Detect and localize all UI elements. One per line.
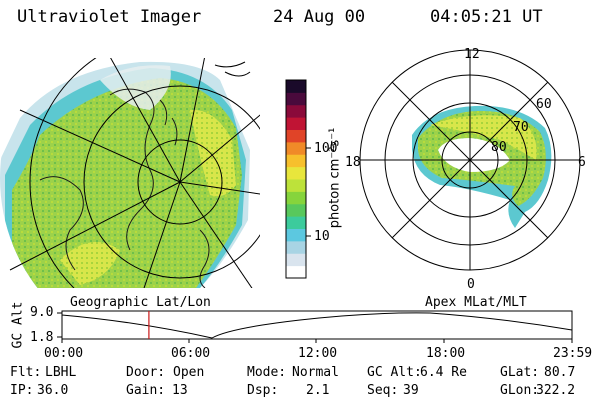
mlt-label-6: 6 [578,155,586,170]
date-label: 24 Aug 00 [273,7,366,27]
colorbar-band [286,166,306,180]
status-gcalt-label: GC Alt: [367,365,422,380]
status-glon-label: GLon: [500,383,540,398]
x-tick-2359: 23:59 [553,346,593,361]
instrument-title: Ultraviolet Imager [17,7,202,27]
colorbar-band [286,253,306,267]
mlt-label-0: 0 [467,277,475,292]
colorbar-band [286,117,306,130]
x-tick-0600: 06:00 [171,346,211,361]
status-flt-label: Flt: [10,365,42,380]
colorbar-tick-100: 100 [314,141,338,156]
x-tick-1200: 12:00 [298,346,338,361]
colorbar-band [286,104,306,118]
colorbar-band [286,179,306,192]
status-gcalt-value: 6.4 Re [420,365,467,380]
status-door-label: Door: [126,365,166,380]
mlt-label-12: 12 [464,47,480,62]
colorbar-band [286,240,306,254]
magnetic-polar-plot [359,49,581,271]
status-glon-value: 322.2 [536,383,576,398]
colorbar [285,79,311,279]
status-seq-label: Seq: [367,383,399,398]
colorbar-band [286,141,306,155]
status-ip-label: IP: [10,383,34,398]
altitude-ylabel: GC Alt [10,301,26,349]
status-gain-value: 13 [172,383,188,398]
status-dsp-value: 2.1 [306,383,330,398]
colorbar-unit-label: photon cm⁻²s⁻¹ [327,127,343,229]
x-tick-0000: 00:00 [44,346,84,361]
altitude-plot [57,310,573,343]
geographic-panel-label: Geographic Lat/Lon [70,295,211,310]
colorbar-band [286,191,306,205]
altitude-ytick-top: 9.0 [30,305,54,320]
status-mode-value: Normal [292,365,339,380]
status-mode-label: Mode: [247,365,287,380]
status-gain-label: Gain: [126,383,166,398]
status-seq-value: 39 [403,383,419,398]
colorbar-band [286,154,306,168]
colorbar-tick-10: 10 [314,229,330,244]
altitude-ytick-bottom: 1.8 [30,330,54,345]
lat-label-80: 80 [491,140,507,155]
geographic-image [0,58,260,288]
magnetic-panel-label: Apex MLat/MLT [425,295,527,310]
status-flt-value: LBHL [45,365,77,380]
status-glat-label: GLat: [500,365,540,380]
mlt-label-18: 18 [345,155,361,170]
lat-label-60: 60 [536,97,552,112]
colorbar-band [286,265,306,279]
colorbar-band [286,203,306,217]
colorbar-band [286,216,306,229]
status-dsp-label: Dsp: [247,383,279,398]
colorbar-band [286,92,306,106]
time-label: 04:05:21 UT [430,7,543,27]
status-door-value: Open [173,365,205,380]
colorbar-band [286,228,306,242]
status-ip-value: 36.0 [37,383,69,398]
x-tick-1800: 18:00 [426,346,466,361]
status-glat-value: 80.7 [544,365,576,380]
colorbar-band [286,129,306,143]
lat-label-70: 70 [513,120,529,135]
colorbar-band [286,80,306,93]
